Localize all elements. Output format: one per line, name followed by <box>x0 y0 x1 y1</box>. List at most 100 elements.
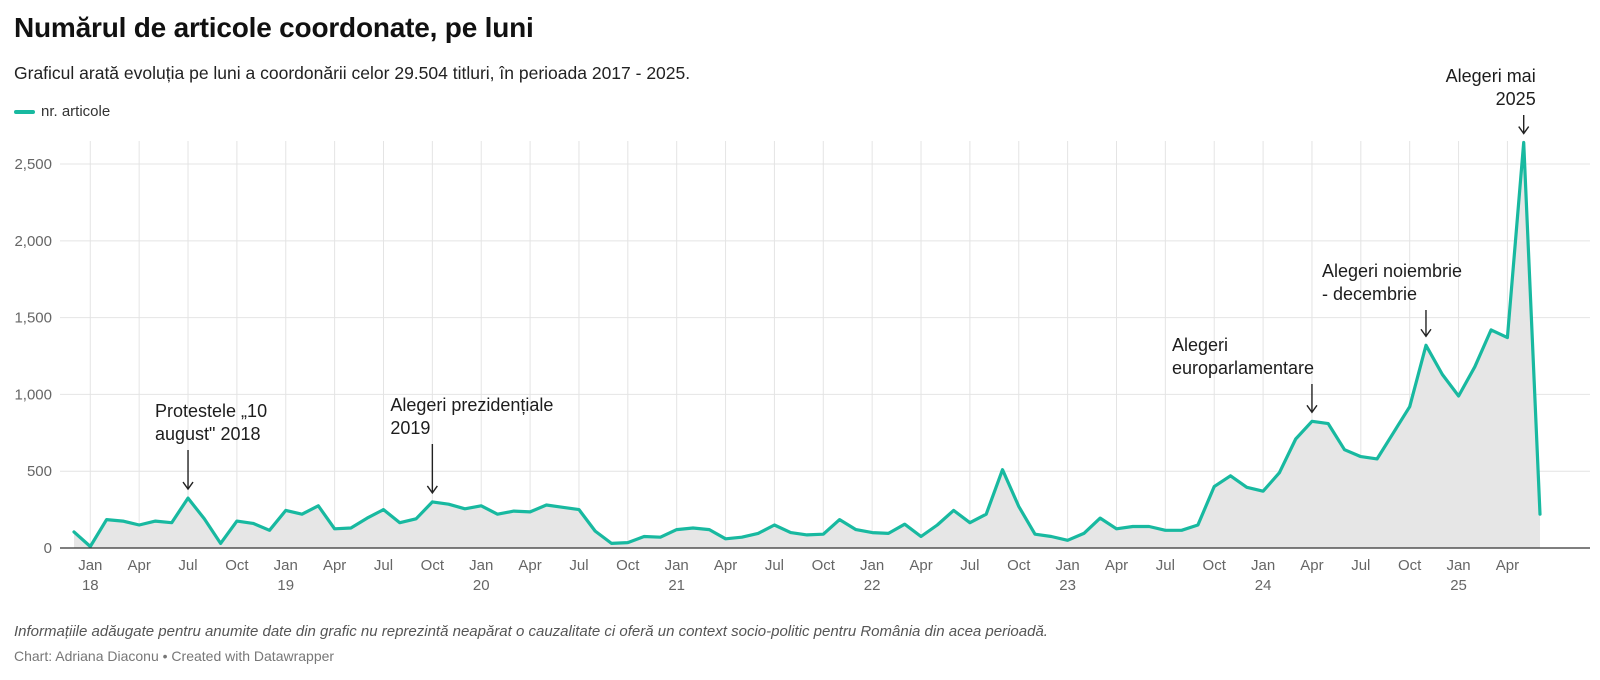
data-point <box>493 509 503 519</box>
data-point <box>379 505 389 515</box>
x-tick-label: Jan <box>665 557 689 574</box>
chart-notes: Informațiile adăugate pentru anumite dat… <box>14 623 1048 640</box>
data-point <box>1486 325 1496 335</box>
x-tick-label: Apr <box>714 557 737 574</box>
x-tick-label: Jan <box>1251 557 1275 574</box>
data-point <box>346 523 356 533</box>
data-point <box>1421 340 1431 350</box>
x-tick-label: Jul <box>1156 557 1175 574</box>
y-tick-label: 1,500 <box>14 310 52 327</box>
data-point <box>118 516 128 526</box>
y-tick-label: 0 <box>44 540 52 557</box>
x-tick-label: Apr <box>127 557 150 574</box>
data-point <box>427 497 437 507</box>
data-point <box>411 514 421 524</box>
series-line <box>72 140 1542 549</box>
data-point <box>248 518 258 528</box>
data-point <box>1063 535 1073 545</box>
annotation: Alegeri mai 2025 <box>1446 66 1536 135</box>
data-point <box>1014 502 1024 512</box>
legend: nr. articole <box>14 103 110 120</box>
data-point <box>1046 532 1056 542</box>
data-point <box>183 493 193 503</box>
data-point <box>688 523 698 533</box>
annotation-text: Alegeri <box>1172 335 1228 355</box>
data-point <box>851 525 861 535</box>
data-point <box>1095 513 1105 523</box>
data-point <box>574 505 584 515</box>
data-point <box>672 525 682 535</box>
annotation-text: europarlamentare <box>1172 358 1314 378</box>
data-point <box>1323 419 1333 429</box>
x-tick-year: 21 <box>668 577 685 594</box>
legend-label: nr. articole <box>41 103 111 120</box>
annotation: Alegeri europarlamentare <box>1172 335 1318 414</box>
data-point <box>1258 486 1268 496</box>
data-point <box>1405 402 1415 412</box>
data-point <box>1226 471 1236 481</box>
x-tick-year: 23 <box>1059 577 1076 594</box>
annotation-arrow-head <box>1420 328 1432 338</box>
data-point <box>1535 509 1545 519</box>
x-tick-year: 19 <box>277 577 294 594</box>
data-point <box>476 501 486 511</box>
series-area <box>74 142 1540 548</box>
data-point <box>85 542 95 552</box>
annotation: Alegeri prezidențiale 2019 <box>390 395 553 495</box>
x-tick-label: Apr <box>1496 557 1519 574</box>
data-point <box>134 520 144 530</box>
data-point <box>623 538 633 548</box>
data-point <box>102 515 112 525</box>
data-point <box>981 509 991 519</box>
chart-canvas: 0 500 1,000 1,500 2,000 2,500 Jan 18 Apr Jul Oct Ja… <box>14 66 1590 594</box>
data-point <box>1291 434 1301 444</box>
data-point <box>297 509 307 519</box>
area-layer <box>72 140 1542 549</box>
data-point <box>1356 452 1366 462</box>
data-point <box>281 505 291 515</box>
chart-subtitle: Graficul arată evoluția pe luni a coordo… <box>14 63 691 83</box>
data-point <box>1242 482 1252 492</box>
data-point <box>265 525 275 535</box>
data-point <box>1160 525 1170 535</box>
data-point <box>1519 138 1529 148</box>
data-point <box>1193 520 1203 530</box>
chart-title: Numărul de articole coordonate, pe luni <box>14 12 534 43</box>
x-tick-year: 24 <box>1255 577 1272 594</box>
x-tick-label: Oct <box>421 557 445 574</box>
x-tick-label: Jul <box>1351 557 1370 574</box>
data-point <box>1209 482 1219 492</box>
data-point <box>362 513 372 523</box>
data-point <box>330 524 340 534</box>
data-point <box>965 518 975 528</box>
annotation-text: Alegeri mai <box>1446 66 1536 86</box>
data-point <box>1274 468 1284 478</box>
data-point <box>769 520 779 530</box>
data-point <box>313 501 323 511</box>
data-point <box>1470 362 1480 372</box>
data-point <box>998 465 1008 475</box>
annotations: Protestele „10 august" 2018 Alegeri prezid… <box>155 66 1536 495</box>
x-tick-label: Apr <box>323 557 346 574</box>
data-point <box>525 507 535 517</box>
data-point <box>1177 525 1187 535</box>
data-point <box>883 528 893 538</box>
data-point <box>590 526 600 536</box>
x-tick-label: Jan <box>78 557 102 574</box>
data-point <box>558 502 568 512</box>
x-tick-label: Jul <box>374 557 393 574</box>
x-tick-label: Oct <box>812 557 836 574</box>
y-tick-label: 2,000 <box>14 233 52 250</box>
x-tick-label: Jan <box>1056 557 1080 574</box>
data-point <box>541 500 551 510</box>
x-tick-year: 20 <box>473 577 490 594</box>
annotation-text: 2025 <box>1496 89 1536 109</box>
data-point <box>232 516 242 526</box>
chart-byline: Chart: Adriana Diaconu • Created with Da… <box>14 648 335 664</box>
annotation-text: - decembrie <box>1322 284 1417 304</box>
data-point <box>460 504 470 514</box>
data-point <box>607 538 617 548</box>
y-tick-label: 2,500 <box>14 156 52 173</box>
y-tick-label: 1,000 <box>14 386 52 403</box>
data-point <box>199 514 209 524</box>
